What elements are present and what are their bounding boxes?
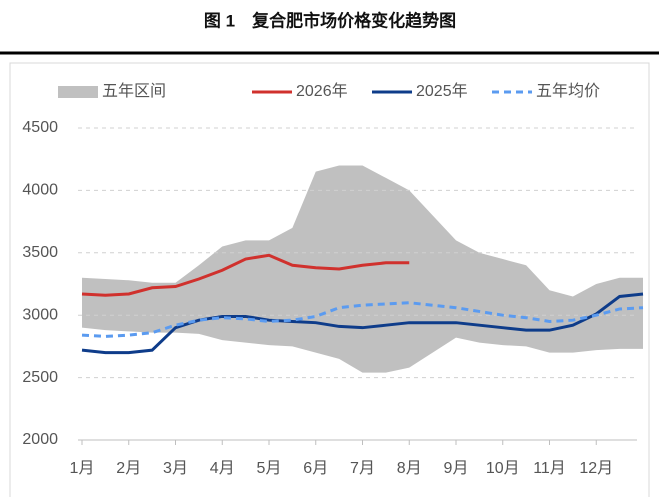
series-line xyxy=(81,292,644,355)
x-tick-label: 7月 xyxy=(350,460,375,477)
chart-title: 图 1 复合肥市场价格变化趋势图 xyxy=(204,10,456,30)
legend-label: 2026年 xyxy=(296,82,348,100)
x-tick-label: 4月 xyxy=(210,460,235,477)
x-tick-label: 10月 xyxy=(486,460,520,477)
legend-label: 五年均价 xyxy=(536,82,600,100)
y-tick-label: 3500 xyxy=(22,244,58,261)
frame xyxy=(9,62,650,497)
x-tick-label: 11月 xyxy=(533,460,566,477)
x-tick-label: 9月 xyxy=(444,460,469,477)
y-tick-label: 4000 xyxy=(22,182,58,199)
y-tick-label: 3000 xyxy=(22,306,58,323)
x-tick-label: 5月 xyxy=(257,460,282,477)
x-tick-label: 3月 xyxy=(163,460,188,477)
x-tick-label: 2月 xyxy=(116,460,141,477)
legend-swatch xyxy=(58,86,98,98)
y-tick-label: 2000 xyxy=(22,431,58,448)
series-line xyxy=(81,301,644,338)
x-tick-label: 1月 xyxy=(70,460,95,477)
x-tick-label: 8月 xyxy=(397,460,422,477)
range-band xyxy=(82,165,643,373)
series-line xyxy=(81,253,410,297)
y-tick-label: 2500 xyxy=(22,369,58,386)
legend-label: 五年区间 xyxy=(102,82,166,100)
y-tick-label: 4500 xyxy=(22,119,58,136)
x-tick-label: 12月 xyxy=(579,460,613,477)
legend-label: 2025年 xyxy=(416,82,468,100)
x-tick-label: 6月 xyxy=(303,460,328,477)
